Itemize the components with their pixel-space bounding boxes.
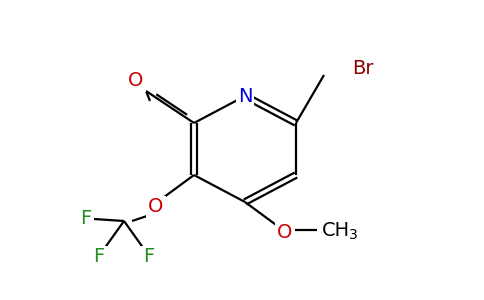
Text: F: F <box>80 209 91 229</box>
Text: Br: Br <box>352 59 374 79</box>
Text: O: O <box>148 197 164 217</box>
Text: O: O <box>128 71 144 91</box>
Text: F: F <box>143 248 154 266</box>
Text: O: O <box>277 224 293 242</box>
Text: N: N <box>238 86 252 106</box>
Text: 3: 3 <box>349 228 358 242</box>
Text: F: F <box>93 248 105 266</box>
Text: CH: CH <box>322 220 350 239</box>
